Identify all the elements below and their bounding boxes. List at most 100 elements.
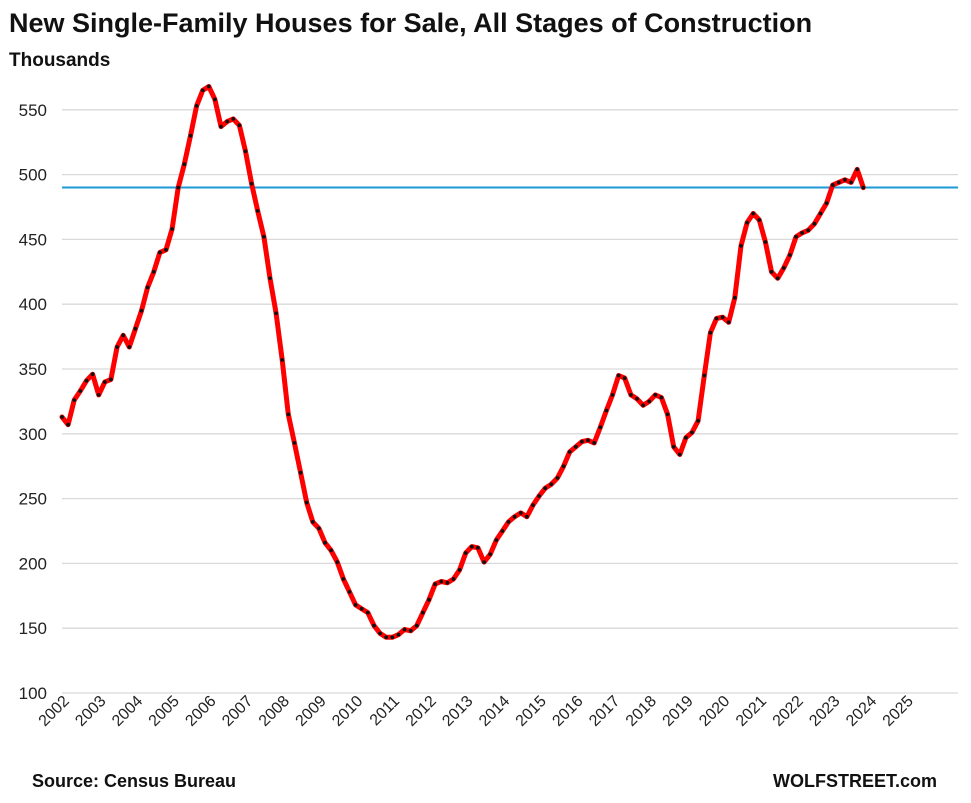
data-point xyxy=(732,295,737,300)
data-point xyxy=(408,628,413,633)
data-point xyxy=(66,422,70,427)
x-tick-label: 2019 xyxy=(660,693,697,730)
data-point xyxy=(96,393,101,397)
data-point xyxy=(800,231,804,235)
y-tick-label: 200 xyxy=(19,554,47,573)
chart-title: New Single-Family Houses for Sale, All S… xyxy=(9,8,813,38)
x-tick-label: 2003 xyxy=(72,693,109,730)
y-tick-label: 350 xyxy=(19,360,47,379)
data-point xyxy=(127,345,132,349)
data-point xyxy=(121,333,126,338)
y-tick-label: 550 xyxy=(19,101,47,120)
data-point xyxy=(677,452,682,457)
data-point xyxy=(775,276,780,281)
data-point xyxy=(341,577,346,581)
data-point xyxy=(525,514,529,519)
source-note: Source: Census Bureau xyxy=(32,771,237,791)
publisher-brand: WOLFSTREET.com xyxy=(772,771,937,791)
x-tick-label: 2020 xyxy=(696,693,733,730)
data-point xyxy=(255,209,260,213)
x-tick-label: 2017 xyxy=(586,693,623,730)
data-point xyxy=(268,276,272,281)
data-point xyxy=(60,415,64,419)
data-point xyxy=(433,582,437,586)
x-tick-label: 2011 xyxy=(367,693,403,729)
x-tick-label: 2006 xyxy=(182,693,219,730)
x-tick-label: 2022 xyxy=(770,693,807,730)
data-point xyxy=(451,577,456,581)
data-point xyxy=(806,228,811,233)
data-point xyxy=(843,177,847,182)
data-point xyxy=(231,117,236,121)
data-point xyxy=(604,408,609,413)
data-point xyxy=(561,464,566,469)
data-point xyxy=(384,635,389,640)
data-point xyxy=(427,597,431,602)
data-point xyxy=(531,503,535,507)
y-tick-label: 450 xyxy=(19,230,47,249)
data-point xyxy=(286,412,291,417)
gridlines xyxy=(62,109,958,694)
data-point xyxy=(629,393,633,397)
x-tick-label: 2012 xyxy=(403,693,440,730)
data-point xyxy=(378,631,382,636)
y-tick-label: 250 xyxy=(19,490,47,509)
data-point xyxy=(323,540,327,545)
data-point xyxy=(567,450,572,454)
data-point xyxy=(469,544,474,549)
data-point xyxy=(243,149,248,154)
data-point xyxy=(225,119,230,124)
y-tick-label: 300 xyxy=(19,425,47,444)
x-tick-label: 2013 xyxy=(439,693,476,730)
data-point xyxy=(182,162,187,167)
data-point xyxy=(586,438,590,443)
x-tick-label: 2005 xyxy=(146,693,183,730)
data-point xyxy=(824,201,829,206)
data-point xyxy=(158,250,162,255)
data-point xyxy=(249,181,254,186)
data-point xyxy=(262,234,266,239)
data-point xyxy=(109,377,113,382)
data-point xyxy=(708,330,713,335)
data-point xyxy=(421,610,425,615)
series-markers xyxy=(60,84,866,640)
data-point xyxy=(463,551,468,555)
data-point xyxy=(439,579,444,584)
data-point xyxy=(598,425,603,430)
data-point xyxy=(555,476,560,480)
data-point xyxy=(317,526,321,531)
y-axis-unit-label: Thousands xyxy=(9,50,111,71)
data-point xyxy=(849,180,853,185)
data-point xyxy=(500,529,505,533)
data-point xyxy=(494,538,499,542)
x-tick-label: 2024 xyxy=(843,693,880,730)
data-point xyxy=(445,580,450,585)
data-point xyxy=(647,399,652,404)
data-point xyxy=(90,372,95,377)
data-point xyxy=(665,412,670,417)
data-point xyxy=(745,220,749,225)
data-point xyxy=(396,632,401,637)
x-tick-label: 2009 xyxy=(293,693,330,730)
data-point xyxy=(353,603,358,607)
data-point xyxy=(635,396,639,401)
data-point xyxy=(794,234,798,239)
data-point xyxy=(653,393,658,397)
x-tick-label: 2021 xyxy=(733,693,770,730)
x-tick-label: 2008 xyxy=(256,693,293,730)
data-point xyxy=(610,393,615,397)
x-tick-label: 2023 xyxy=(806,693,843,730)
data-point xyxy=(310,520,315,524)
data-point xyxy=(213,97,217,102)
data-point xyxy=(788,253,792,257)
data-point xyxy=(726,320,731,325)
data-point xyxy=(188,133,193,138)
data-point xyxy=(72,398,77,402)
data-point xyxy=(690,430,694,435)
y-tick-label: 150 xyxy=(19,619,47,638)
data-point xyxy=(537,494,541,498)
data-point xyxy=(855,167,860,172)
data-point xyxy=(176,185,181,190)
data-point xyxy=(573,444,578,449)
